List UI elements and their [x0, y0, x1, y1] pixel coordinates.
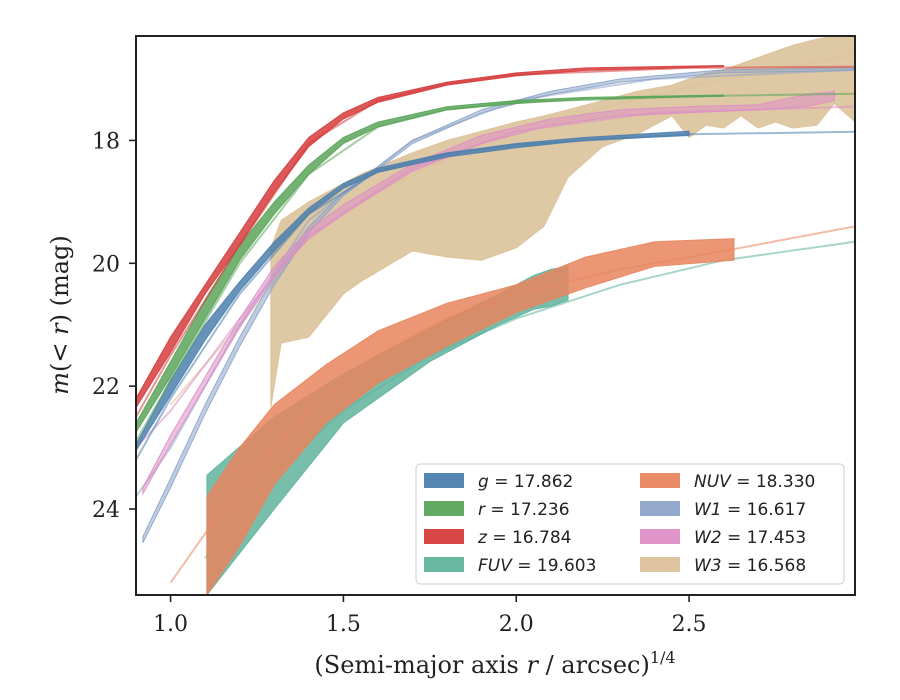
model-line-W2: [136, 105, 855, 449]
model-line-r: [136, 92, 855, 442]
legend-item-r: r = 17.236: [424, 500, 570, 520]
legend: g = 17.862 r = 17.236 z = 16.784 FUV = 19.6…: [415, 463, 845, 585]
legend-swatch: [640, 501, 680, 516]
model-line-g: [136, 130, 855, 461]
legend-label: z = 16.784: [477, 528, 571, 548]
x-tick-label: 1.0: [153, 612, 188, 637]
legend-item-g: g = 17.862: [424, 472, 573, 492]
y-tick-label: 20: [92, 252, 120, 277]
legend-item-FUV: FUV = 19.603: [424, 556, 596, 576]
legend-swatch: [424, 473, 464, 488]
legend-swatch: [424, 529, 464, 544]
y-tick-label: 18: [92, 129, 120, 154]
plot-frame: [135, 35, 856, 596]
model-line-z: [136, 65, 855, 418]
legend-item-W2: W2 = 17.453: [640, 528, 806, 548]
ticks-layer: 1.0 1.5 2.0 2.5 18 20 22 24: [92, 129, 707, 637]
series-layer: [136, 36, 855, 595]
x-tick-label: 1.5: [326, 612, 361, 637]
legend-swatch: [640, 557, 680, 572]
legend-swatch: [640, 529, 680, 544]
legend-label: W3 = 16.568: [694, 556, 806, 576]
legend-swatch: [424, 557, 464, 572]
x-tick-label: 2.5: [672, 612, 707, 637]
legend-label: g = 17.862: [478, 472, 573, 492]
y-tick-label: 22: [92, 375, 120, 400]
legend-item-W3: W3 = 16.568: [640, 556, 806, 576]
model-line-NUV: [169, 225, 855, 584]
y-axis-label: m(< r) (mag): [46, 235, 74, 395]
x-tick-label: 2.0: [499, 612, 534, 637]
band-g: [136, 130, 690, 452]
legend-label: W1 = 16.617: [694, 500, 806, 520]
y-tick-label: 24: [92, 498, 120, 523]
series-z: [136, 64, 855, 418]
x-axis-label: (Semi-major axis r / arcsec)1/4: [314, 648, 675, 679]
band-W1: [142, 67, 855, 544]
legend-item-z: z = 16.784: [424, 528, 571, 548]
series-g: [136, 130, 855, 461]
series-NUV: [169, 225, 855, 595]
legend-item-W1: W1 = 16.617: [640, 500, 806, 520]
legend-swatch: [640, 473, 680, 488]
legend-swatch: [424, 501, 464, 516]
legend-label: W2 = 17.453: [694, 528, 806, 548]
legend-label: r = 17.236: [478, 500, 570, 520]
legend-label: NUV = 18.330: [694, 472, 815, 492]
series-W2: [136, 90, 855, 496]
legend-box: [415, 463, 845, 585]
legend-label: FUV = 19.603: [478, 556, 596, 576]
legend-item-NUV: NUV = 18.330: [640, 472, 815, 492]
